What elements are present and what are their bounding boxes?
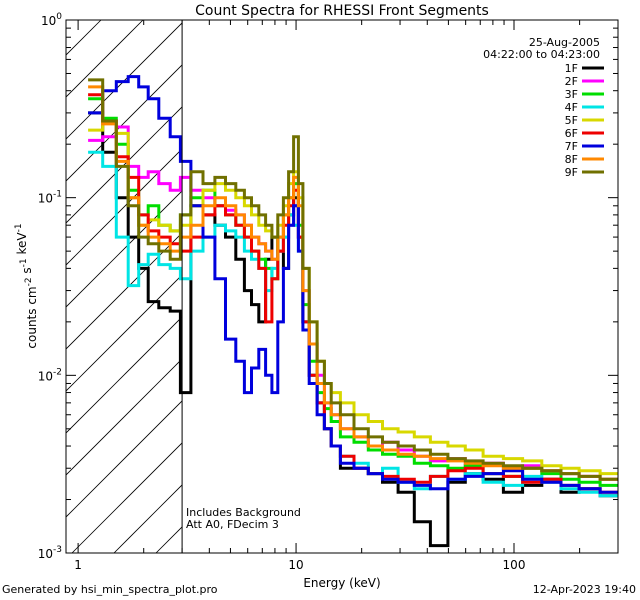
legend-label: 4F [565, 101, 578, 114]
x-tick-label: 10 [288, 558, 303, 572]
hatch-line [66, 232, 183, 350]
series-line-6F [88, 93, 618, 494]
y-tick-label: 10-3 [38, 545, 62, 561]
legend-label: 5F [565, 114, 578, 127]
series-line-8F [88, 85, 618, 481]
hatch-line [71, 442, 183, 553]
legend-label: 7F [565, 140, 578, 153]
hatch-line [66, 400, 183, 518]
chart-title: Count Spectra for RHESSI Front Segments [195, 3, 489, 19]
y-tick-label: 100 [41, 12, 62, 28]
y-axis-label-text: counts cm-2 s-1 keV-1 [14, 223, 39, 348]
y-axis-label: counts cm-2 s-1 keV-1 [14, 223, 39, 348]
hatch-line [66, 274, 183, 392]
axes: 1 10 100 10-3 10-2 10-1 100 [38, 12, 619, 572]
legend-label: 6F [565, 127, 578, 140]
annotation-background: Includes Background [186, 506, 301, 519]
series-line-4F [88, 150, 618, 498]
footer-timestamp: 12-Apr-2023 19:40 [532, 583, 636, 596]
x-tick-label: 1 [74, 558, 82, 572]
hatch-line [66, 20, 144, 98]
series-line-9F [88, 78, 618, 481]
legend-label: 8F [565, 153, 578, 166]
hatch-line [66, 22, 183, 140]
hatch-line [66, 20, 102, 56]
plot-frame [65, 19, 619, 554]
legend-label: 3F [565, 88, 578, 101]
annotation-attenuator: Att A0, FDecim 3 [186, 518, 279, 531]
legend-label: 2F [565, 75, 578, 88]
y-tick-label: 10-1 [38, 190, 62, 206]
footer-generator: Generated by hsi_min_spectra_plot.pro [2, 583, 218, 596]
x-axis-label: Energy (keV) [303, 576, 380, 590]
y-tick-label: 10-2 [38, 367, 62, 383]
hatch-line [66, 316, 183, 434]
hatch-line [66, 106, 183, 224]
series-line-5F [88, 119, 618, 476]
series-layer [88, 75, 618, 548]
hatch-line [66, 64, 183, 182]
x-tick-label: 100 [503, 558, 526, 572]
date-label: 25-Aug-2005 [529, 36, 600, 49]
legend-label: 1F [565, 62, 578, 75]
series-line-7F [88, 75, 618, 494]
time-range-label: 04:22:00 to 04:23:00 [483, 48, 600, 61]
hatch-line [66, 190, 183, 308]
hatch-line [66, 358, 183, 476]
series-line-2F [88, 125, 618, 481]
legend-label: 9F [565, 166, 578, 179]
